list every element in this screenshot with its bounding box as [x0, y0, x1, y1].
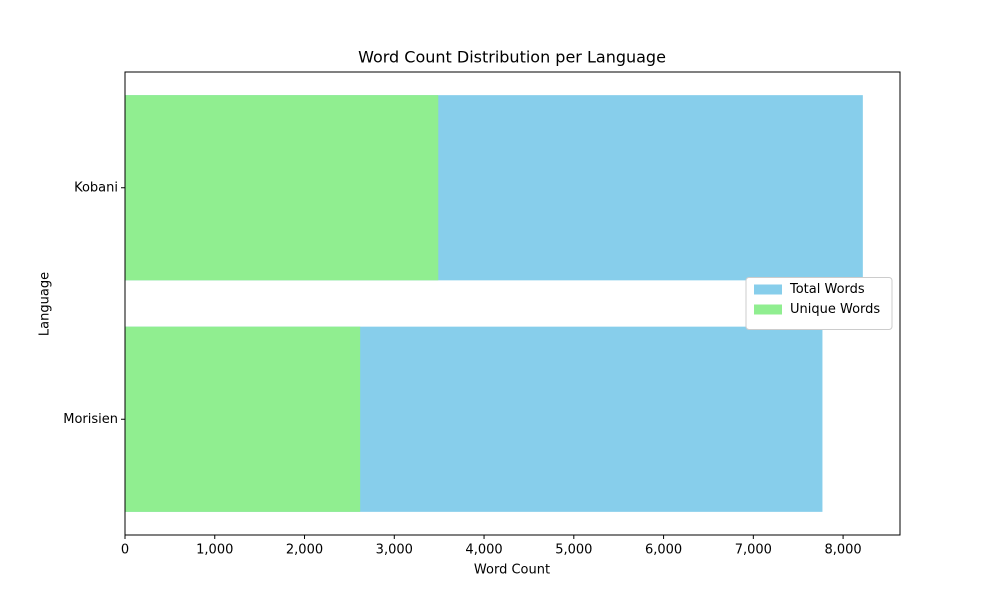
x-tick-label: 6,000 — [645, 543, 682, 558]
y-tick-label: Kobani — [74, 180, 118, 195]
x-tick-label: 2,000 — [286, 543, 323, 558]
legend-box — [745, 277, 893, 330]
legend-label: Total Words — [789, 282, 865, 297]
x-axis-label: Word Count — [474, 563, 550, 578]
legend-swatch — [754, 284, 782, 295]
legend-swatch — [754, 304, 782, 315]
y-tick-label: Morisien — [63, 412, 118, 427]
chart-title: Word Count Distribution per Language — [358, 48, 666, 67]
bar — [125, 326, 361, 512]
x-tick-label: 0 — [121, 543, 129, 558]
x-tick-label: 3,000 — [376, 543, 413, 558]
x-tick-label: 8,000 — [824, 543, 861, 558]
x-tick-label: 1,000 — [196, 543, 233, 558]
legend-label: Unique Words — [790, 302, 880, 317]
x-tick-label: 4,000 — [465, 543, 502, 558]
bar — [125, 95, 439, 281]
legend: Total Words Unique Words — [745, 277, 893, 330]
plot-frame — [124, 71, 901, 536]
x-tick-label: 7,000 — [735, 543, 772, 558]
y-axis-label: Language — [38, 272, 53, 336]
x-tick-label: 5,000 — [555, 543, 592, 558]
